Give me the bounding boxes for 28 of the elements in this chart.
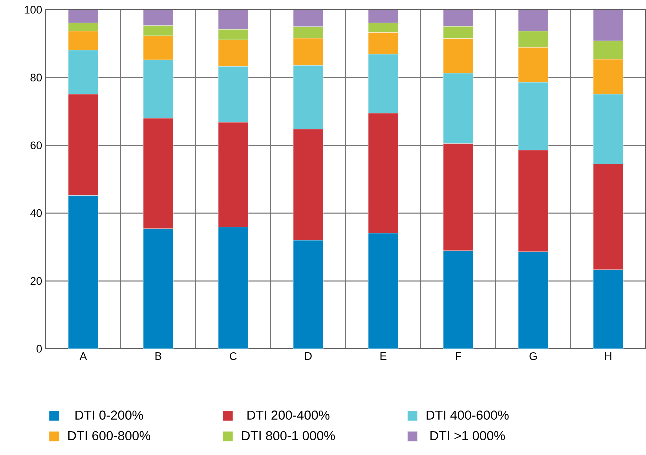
- y-tick-label: 40: [30, 210, 42, 218]
- legend-label: DTI 600-800%: [68, 431, 151, 441]
- x-tick-label: G: [530, 352, 537, 360]
- bar: [593, 270, 624, 349]
- legend-label: DTI >1 000%: [430, 431, 506, 441]
- x-tick-label: D: [305, 352, 312, 360]
- x-tick-label: A: [80, 352, 88, 360]
- legend-label: DTI 0-200%: [76, 410, 144, 420]
- y-tick-label: 100: [25, 6, 42, 14]
- y-tick-label: 0: [36, 345, 42, 353]
- bar: [368, 233, 399, 349]
- bar: [443, 250, 474, 349]
- legend-label: DTI 200-400%: [248, 410, 330, 420]
- bar: [68, 196, 99, 349]
- x-tick-label: E: [380, 352, 387, 360]
- bar: [293, 240, 324, 349]
- y-tick-label: 20: [30, 277, 42, 286]
- x-tick-label: C: [230, 352, 238, 360]
- legend-label: DTI 400-600%: [426, 410, 509, 420]
- y-tick-label: 60: [30, 142, 42, 150]
- x-tick-label: F: [456, 352, 462, 360]
- y-tick-label: 80: [30, 74, 42, 82]
- x-tick-label: H: [605, 352, 612, 360]
- legend-label: DTI 800-1 000%: [242, 431, 336, 441]
- x-tick-label: B: [156, 352, 162, 360]
- bar: [518, 252, 549, 349]
- bar: [143, 228, 174, 349]
- bar: [218, 227, 249, 349]
